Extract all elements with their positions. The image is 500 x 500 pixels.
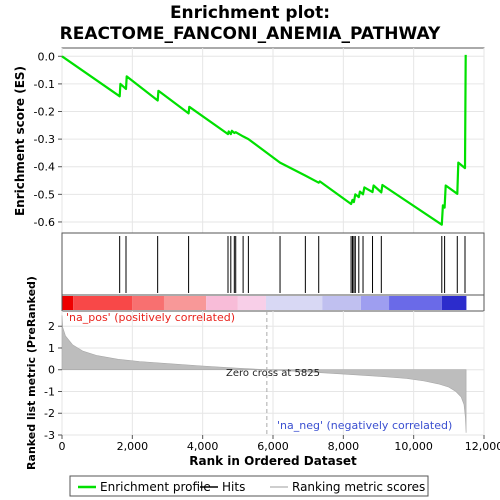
es-gridlines xyxy=(61,48,485,233)
es-tick-label: -0.4 xyxy=(34,161,55,174)
legend-label: Ranking metric scores xyxy=(292,480,425,494)
heat-bar-segment xyxy=(265,296,323,310)
heat-bar-segment xyxy=(441,296,467,310)
hits-panel-frame xyxy=(61,232,485,296)
x-axis-label: Rank in Ordered Dataset xyxy=(189,454,357,468)
rank-tick-label: 1 xyxy=(48,342,55,355)
ranking-heat-bar xyxy=(62,296,467,310)
ranking-metric-area xyxy=(61,315,467,433)
heat-bar-segment xyxy=(73,296,133,310)
x-tick-label: 12,000 xyxy=(465,440,500,453)
rank-y-axis-ticks: 2 1 0 -1 -2 -3 xyxy=(44,320,62,442)
es-tick-label: -0.2 xyxy=(34,106,55,119)
heat-bar-segment xyxy=(237,296,266,310)
legend-label: Hits xyxy=(222,480,245,494)
chart-title-line1: Enrichment plot: xyxy=(170,3,330,23)
es-tick-label: 0.0 xyxy=(38,50,56,63)
x-axis-ticks: 0 2,000 4,000 6,000 8,000 10,000 12,000 xyxy=(59,435,500,453)
x-tick-label: 2,000 xyxy=(117,440,149,453)
rank-tick-label: -1 xyxy=(44,385,55,398)
es-tick-label: -0.6 xyxy=(34,216,55,229)
heat-bar-segment xyxy=(62,296,74,310)
chart-title-line2: REACTOME_FANCONI_ANEMIA_PATHWAY xyxy=(60,24,441,44)
es-tick-label: -0.5 xyxy=(34,188,55,201)
rank-tick-label: 0 xyxy=(48,364,55,377)
neg-correlated-label: 'na_neg' (negatively correlated) xyxy=(277,419,452,432)
legend: Enrichment profile Hits Ranking metric sco… xyxy=(78,480,425,494)
x-tick-label: 8,000 xyxy=(328,440,360,453)
hit-markers xyxy=(119,236,466,293)
rank-y-axis-label: Ranked list metric (PreRanked) xyxy=(25,276,38,470)
x-tick-label: 10,000 xyxy=(394,440,433,453)
rank-tick-label: -3 xyxy=(44,429,55,442)
enrichment-profile-line xyxy=(61,54,467,226)
enrichment-profile-series xyxy=(61,54,467,226)
pos-correlated-label: 'na_pos' (positively correlated) xyxy=(66,311,235,324)
x-tick-label: 0 xyxy=(59,440,66,453)
heat-bar-segment xyxy=(132,296,164,310)
es-tick-label: -0.1 xyxy=(34,78,55,91)
heat-bar-segment xyxy=(360,296,390,310)
es-y-axis-ticks: 0.0 -0.1 -0.2 -0.3 -0.4 -0.5 -0.6 xyxy=(34,50,62,229)
legend-label: Enrichment profile xyxy=(100,480,211,494)
legend-box xyxy=(69,475,429,497)
x-tick-label: 6,000 xyxy=(257,440,289,453)
heat-bar-segment xyxy=(163,296,207,310)
rank-tick-label: 2 xyxy=(48,320,55,333)
heat-bar-segment xyxy=(322,296,361,310)
heat-bar-segment xyxy=(206,296,238,310)
ranking-metric-series xyxy=(61,315,467,433)
rank-tick-label: -2 xyxy=(44,407,55,420)
es-tick-label: -0.3 xyxy=(34,133,55,146)
heat-bar-segment xyxy=(389,296,442,310)
x-tick-label: 4,000 xyxy=(187,440,219,453)
zero-cross-label: Zero cross at 5825 xyxy=(226,368,320,379)
es-y-axis-label: Enrichment score (ES) xyxy=(13,66,27,216)
